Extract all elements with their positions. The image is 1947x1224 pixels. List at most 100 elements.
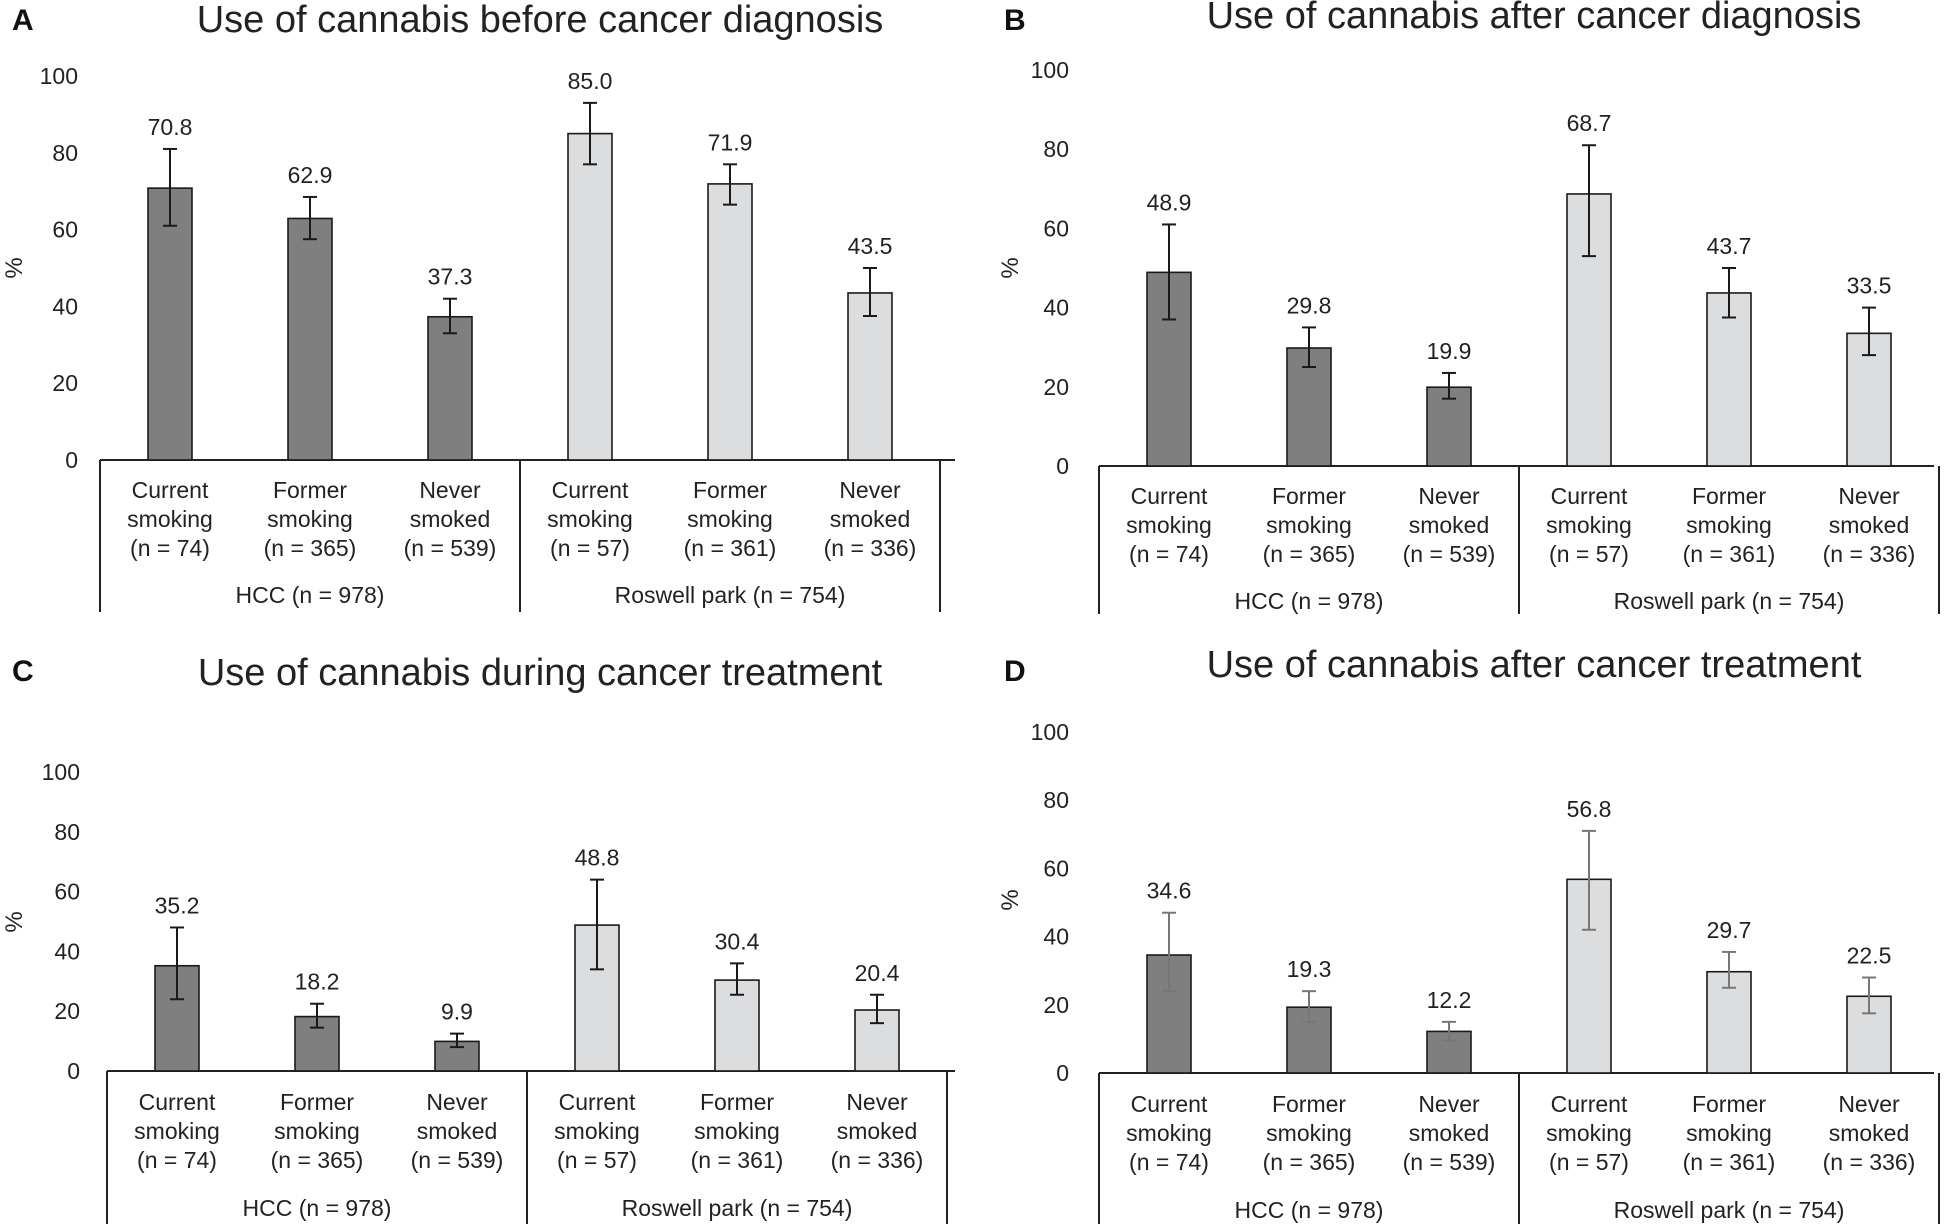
category-label: (n = 539) (411, 1147, 504, 1173)
panel-b: B Use of cannabis after cancer diagnosis%… (974, 0, 1947, 614)
data-label: 18.2 (295, 969, 340, 995)
category-label: (n = 336) (824, 535, 917, 561)
error-bar (583, 101, 597, 166)
y-tick-label: 100 (40, 63, 78, 89)
panel-letter: C (12, 655, 34, 688)
category-label: (n = 57) (1549, 1149, 1629, 1175)
category-label: Former (693, 477, 767, 503)
error-bar (723, 163, 737, 206)
chart-svg: C Use of cannabis during cancer treatment… (1, 652, 955, 1224)
category-label: (n = 365) (271, 1147, 364, 1173)
group-label: Roswell park (n = 754) (1614, 1197, 1845, 1223)
data-label: 33.5 (1847, 273, 1892, 299)
category-label: (n = 336) (1823, 541, 1916, 567)
category-label: smoking (694, 1118, 780, 1144)
category-label: Former (1272, 1091, 1346, 1117)
panel-letter: B (1004, 4, 1026, 37)
y-tick-label: 40 (54, 938, 80, 964)
category-label: Former (280, 1089, 354, 1115)
category-label: Former (1692, 483, 1766, 509)
category-label: smoking (1686, 1120, 1772, 1146)
category-label: (n = 539) (1403, 541, 1496, 567)
category-label: smoking (687, 506, 773, 532)
y-tick-label: 60 (54, 879, 80, 905)
panel-letter: D (1004, 655, 1026, 688)
category-label: (n = 365) (264, 535, 357, 561)
category-label: smoking (134, 1118, 220, 1144)
error-bar (163, 147, 177, 227)
data-label: 9.9 (441, 999, 473, 1025)
data-label: 56.8 (1567, 796, 1612, 822)
category-label: (n = 57) (557, 1147, 637, 1173)
y-tick-label: 20 (1043, 374, 1069, 400)
data-label: 19.9 (1427, 338, 1472, 364)
category-label: (n = 361) (1683, 1149, 1776, 1175)
group-label: HCC (n = 978) (243, 1195, 392, 1221)
category-label: Former (1272, 483, 1346, 509)
y-tick-label: 60 (52, 217, 78, 243)
y-tick-label: 80 (54, 819, 80, 845)
panel-c: C Use of cannabis during cancer treatment… (0, 612, 973, 1224)
group-label: HCC (n = 978) (1235, 588, 1384, 614)
error-bar (863, 267, 877, 317)
category-label: Former (273, 477, 347, 503)
category-label: (n = 539) (404, 535, 497, 561)
category-label: Current (1551, 1091, 1628, 1117)
y-tick-label: 60 (1043, 855, 1069, 881)
data-label: 22.5 (1847, 943, 1892, 969)
group-label: Roswell park (n = 754) (615, 582, 846, 608)
data-label: 29.8 (1287, 292, 1332, 318)
category-label: smoking (127, 506, 213, 532)
category-label: smoking (267, 506, 353, 532)
category-label: smoking (1546, 1120, 1632, 1146)
category-label: smoked (830, 506, 911, 532)
error-bar (1862, 976, 1876, 1015)
data-label: 12.2 (1427, 987, 1472, 1013)
chart-title: Use of cannabis after cancer diagnosis (1207, 0, 1862, 37)
panel-a: A Use of cannabis before cancer diagnosis… (0, 0, 973, 612)
error-bar (1302, 326, 1316, 368)
bar (427, 315, 473, 461)
category-label: (n = 361) (1683, 541, 1776, 567)
y-tick-label: 80 (1043, 136, 1069, 162)
category-label: (n = 365) (1263, 1149, 1356, 1175)
error-bar (590, 878, 604, 971)
category-label: smoking (1266, 1120, 1352, 1146)
data-label: 85.0 (568, 68, 613, 94)
category-label: smoked (1409, 1120, 1490, 1146)
error-bar (730, 962, 744, 996)
y-tick-label: 40 (52, 293, 78, 319)
error-bar (1862, 306, 1876, 357)
data-label: 43.7 (1707, 233, 1752, 259)
category-label: (n = 365) (1263, 541, 1356, 567)
panel-letter: A (12, 4, 34, 37)
category-label: Current (552, 477, 629, 503)
data-label: 37.3 (428, 264, 473, 290)
bar (567, 132, 613, 461)
category-label: smoking (1126, 512, 1212, 538)
category-label: Never (1418, 483, 1480, 509)
data-label: 34.6 (1147, 878, 1192, 904)
category-label: Never (1418, 1091, 1480, 1117)
data-label: 62.9 (288, 162, 333, 188)
error-bar (1722, 950, 1736, 989)
y-tick-label: 0 (65, 447, 78, 473)
data-label: 29.7 (1707, 917, 1752, 943)
bar (847, 292, 893, 461)
category-label: (n = 74) (1129, 1149, 1209, 1175)
error-bar (450, 1032, 464, 1049)
data-label: 19.3 (1287, 956, 1332, 982)
y-axis-label: % (997, 257, 1024, 278)
data-label: 71.9 (708, 129, 753, 155)
data-label: 20.4 (855, 960, 900, 986)
category-label: smoking (554, 1118, 640, 1144)
y-tick-label: 20 (1043, 992, 1069, 1018)
y-axis-label: % (1, 911, 28, 932)
y-axis-label: % (997, 889, 1024, 910)
y-axis-label: % (1, 257, 28, 278)
chart-svg: A Use of cannabis before cancer diagnosis… (1, 0, 955, 612)
category-label: smoking (1686, 512, 1772, 538)
y-tick-label: 100 (42, 759, 80, 785)
data-label: 30.4 (715, 928, 760, 954)
